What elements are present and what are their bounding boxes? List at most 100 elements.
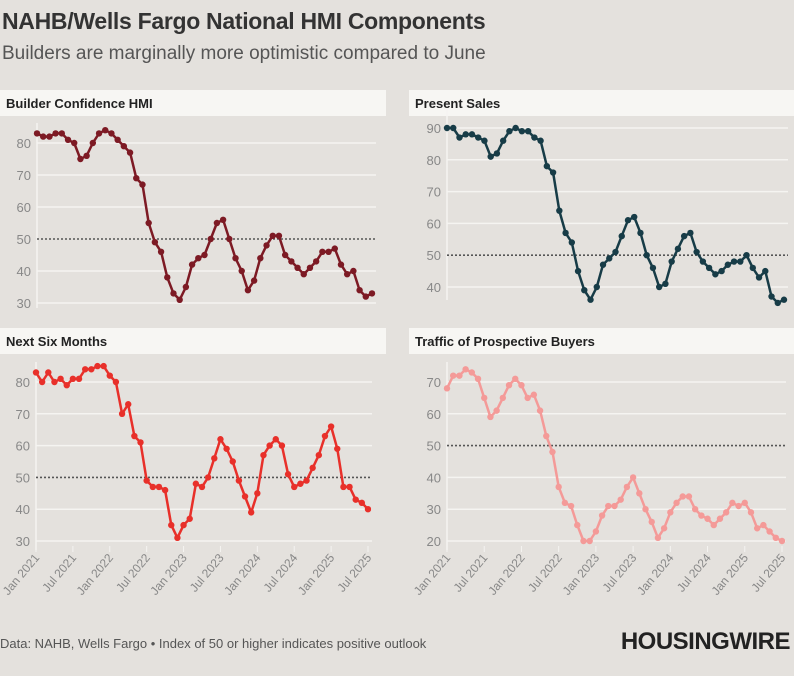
panel-title: Builder Confidence HMI — [6, 96, 153, 111]
data-point — [636, 490, 643, 497]
y-tick-label: 20 — [427, 534, 441, 549]
data-point — [137, 439, 144, 446]
data-point — [499, 137, 507, 144]
data-point — [642, 506, 649, 513]
data-point — [260, 451, 267, 459]
data-point — [531, 134, 538, 141]
data-point — [312, 258, 320, 265]
data-point — [605, 502, 612, 510]
data-point — [219, 216, 227, 223]
data-point — [126, 149, 134, 156]
data-point — [679, 493, 686, 500]
data-point — [487, 153, 494, 160]
data-point — [33, 130, 41, 137]
data-point — [319, 248, 326, 255]
data-point — [587, 296, 594, 303]
data-point — [46, 133, 53, 140]
data-point — [737, 258, 744, 265]
panel-1: Present Sales 40 50 60 70 80 90 — [409, 90, 794, 307]
data-point — [170, 290, 177, 297]
data-point — [232, 255, 239, 262]
data-point — [722, 509, 730, 516]
data-point — [95, 130, 103, 137]
data-point — [735, 502, 742, 510]
data-point — [747, 509, 755, 516]
panel-header — [409, 90, 794, 116]
data-point — [157, 248, 165, 255]
data-point — [303, 477, 310, 484]
data-point — [223, 445, 230, 452]
data-point — [599, 261, 607, 268]
data-point — [211, 455, 218, 462]
data-point — [102, 127, 109, 134]
x-tick-label: Jan 2025 — [295, 551, 338, 598]
data-point — [118, 410, 126, 417]
data-point — [306, 264, 314, 271]
data-point — [749, 264, 756, 272]
data-point — [188, 261, 196, 268]
data-point — [88, 366, 95, 373]
y-tick-label: 60 — [17, 200, 31, 215]
data-point — [364, 506, 372, 513]
y-tick-label: 60 — [427, 216, 441, 231]
data-point — [247, 509, 255, 516]
x-tick-label: Jan 2021 — [411, 551, 454, 598]
series-line — [445, 368, 783, 543]
y-tick-label: 50 — [17, 232, 31, 247]
data-point — [45, 369, 52, 376]
data-point — [278, 442, 286, 449]
data-point — [346, 483, 353, 491]
data-point — [94, 362, 101, 370]
x-tick-label: Jan 2022 — [74, 551, 117, 598]
data-point — [176, 296, 183, 303]
data-point — [352, 496, 359, 503]
data-point — [89, 139, 97, 147]
data-point — [450, 372, 457, 379]
data-point — [108, 130, 115, 137]
data-point — [32, 369, 40, 376]
data-point — [337, 261, 345, 268]
data-point — [724, 261, 732, 268]
data-point — [680, 232, 688, 240]
data-point — [321, 432, 329, 440]
y-tick-label: 70 — [17, 168, 31, 183]
y-tick-label: 60 — [16, 439, 30, 454]
data-point — [164, 274, 171, 281]
data-point — [698, 512, 705, 519]
data-point — [151, 239, 159, 246]
data-point — [524, 127, 532, 135]
data-point — [667, 509, 674, 516]
x-tick-label: Jan 2023 — [147, 551, 190, 598]
panel-3: Traffic of Prospective Buyers 20 30 40 50 60 7… — [409, 328, 794, 598]
data-point — [250, 277, 258, 284]
data-point — [291, 483, 298, 491]
data-point — [238, 267, 245, 275]
data-point — [288, 258, 295, 265]
data-point — [229, 458, 236, 465]
data-point — [112, 378, 120, 386]
data-point — [623, 483, 631, 491]
data-point — [456, 134, 463, 141]
data-point — [668, 258, 675, 265]
data-point — [275, 232, 283, 239]
data-point — [204, 474, 212, 481]
data-point — [592, 528, 600, 535]
data-point — [662, 280, 669, 288]
y-tick-label: 40 — [17, 264, 31, 279]
data-point — [100, 362, 107, 370]
data-point — [315, 451, 323, 459]
data-point — [762, 267, 769, 275]
data-point — [687, 229, 694, 237]
data-point — [530, 391, 538, 398]
data-point — [730, 258, 738, 265]
x-tick-label: Jan 2024 — [634, 551, 677, 598]
data-point — [325, 248, 332, 255]
data-point — [549, 448, 556, 456]
data-point — [518, 381, 525, 389]
data-point — [755, 274, 763, 281]
data-point — [493, 150, 501, 157]
data-point — [266, 442, 273, 449]
y-tick-label: 80 — [427, 153, 441, 168]
data-point — [574, 267, 582, 275]
data-point — [643, 252, 650, 259]
